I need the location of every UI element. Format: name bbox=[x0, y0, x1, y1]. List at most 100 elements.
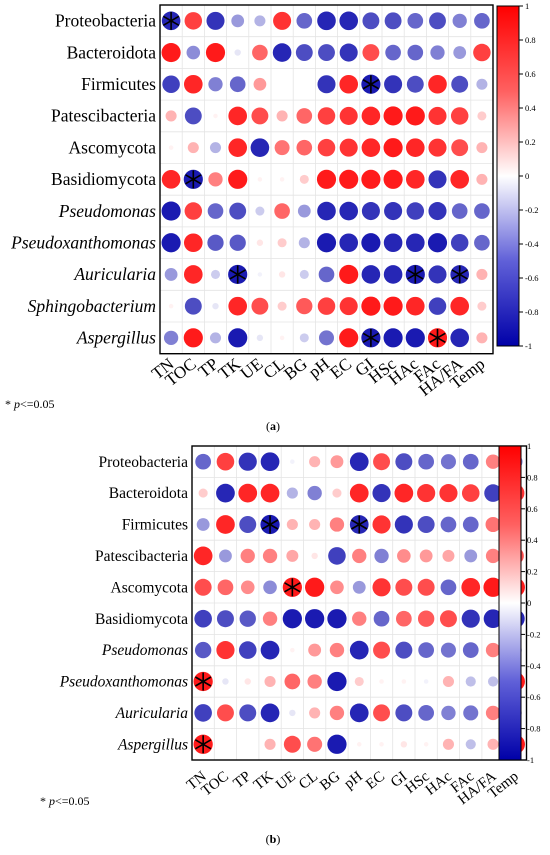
corr-circle bbox=[257, 177, 263, 182]
corr-circle bbox=[462, 453, 479, 470]
corr-circle bbox=[373, 641, 391, 659]
corr-circle bbox=[461, 484, 480, 502]
corr-circle bbox=[251, 107, 269, 125]
corr-circle bbox=[450, 234, 469, 252]
row-label: Basidiomycota bbox=[51, 169, 156, 189]
corr-circle bbox=[383, 106, 403, 126]
corr-circle bbox=[473, 43, 491, 62]
corr-circle bbox=[361, 202, 380, 221]
colorbar-tick-label: 0.6 bbox=[525, 69, 536, 79]
corr-circle bbox=[483, 609, 503, 629]
colorbar-tick-label: 0.2 bbox=[525, 137, 536, 147]
corr-circle bbox=[405, 138, 425, 157]
corr-circle bbox=[327, 734, 347, 754]
corr-circle bbox=[186, 45, 201, 60]
corr-circle bbox=[339, 106, 358, 125]
row-label: Ascomycota bbox=[69, 137, 157, 157]
corr-circle bbox=[423, 679, 429, 684]
corr-circle bbox=[465, 739, 476, 750]
corr-circle bbox=[332, 488, 342, 498]
row-label: Pseudomonas bbox=[101, 642, 188, 659]
corr-circle bbox=[162, 75, 180, 93]
column-label: EC bbox=[363, 769, 388, 793]
corr-circle bbox=[339, 138, 358, 157]
corr-circle bbox=[239, 704, 257, 722]
corr-circle bbox=[485, 705, 501, 721]
corr-circle bbox=[361, 233, 381, 253]
plot-border bbox=[159, 4, 494, 355]
corr-circle bbox=[484, 484, 502, 502]
corr-circle bbox=[238, 452, 257, 471]
grid-lines bbox=[191, 445, 527, 761]
corr-circle bbox=[428, 265, 447, 284]
corr-circle bbox=[216, 704, 234, 722]
corr-circle bbox=[317, 75, 336, 94]
colorbar-tick-label: -0.8 bbox=[525, 307, 538, 317]
corr-circle bbox=[474, 234, 490, 251]
corr-circle bbox=[229, 202, 247, 220]
corr-circle bbox=[400, 741, 408, 748]
corr-circle bbox=[216, 610, 234, 628]
colorbar-tick-label: 0 bbox=[525, 171, 529, 181]
corr-circle bbox=[208, 77, 223, 92]
corr-circle bbox=[361, 138, 381, 157]
corr-circle bbox=[394, 483, 414, 503]
corr-circle bbox=[255, 206, 265, 216]
corr-circle bbox=[240, 548, 255, 564]
corr-circle bbox=[462, 516, 479, 533]
corr-circle bbox=[277, 301, 287, 311]
corr-circle bbox=[373, 704, 391, 722]
panel-label: (b) bbox=[266, 832, 281, 846]
corr-circle bbox=[485, 454, 501, 469]
corr-circle bbox=[228, 328, 248, 348]
corr-circle bbox=[194, 609, 212, 628]
corr-circle bbox=[395, 453, 413, 471]
corr-circle bbox=[183, 265, 203, 284]
corr-circle bbox=[229, 234, 246, 251]
colorbar-tick-label: 0.4 bbox=[525, 103, 536, 113]
row-label: Ascomycota bbox=[111, 579, 189, 596]
row-label: Auricularia bbox=[115, 705, 189, 722]
corr-circle bbox=[428, 138, 447, 157]
corr-circle bbox=[209, 332, 222, 344]
corr-circle bbox=[290, 459, 295, 464]
corr-circle bbox=[238, 483, 258, 503]
significance-asterisk bbox=[451, 265, 468, 284]
corr-circle bbox=[253, 77, 267, 91]
corr-circle bbox=[349, 703, 369, 723]
corr-circle bbox=[395, 610, 412, 627]
corr-circle bbox=[250, 138, 270, 157]
corr-circle bbox=[474, 203, 490, 219]
corr-circle bbox=[487, 738, 499, 750]
corr-circle bbox=[451, 75, 469, 93]
corr-circle bbox=[184, 202, 203, 220]
corr-circle bbox=[168, 145, 174, 150]
corr-circle bbox=[216, 641, 235, 660]
corr-circle bbox=[397, 549, 411, 563]
corr-circle bbox=[309, 707, 321, 719]
corr-circle bbox=[168, 303, 174, 309]
colorbar-tick-label: 1 bbox=[527, 441, 531, 451]
corr-circle bbox=[296, 298, 313, 315]
row-label: Bacteroidota bbox=[67, 42, 157, 62]
corr-circle bbox=[383, 233, 403, 253]
corr-circle bbox=[349, 483, 369, 503]
corr-circle bbox=[184, 12, 203, 30]
corr-circle bbox=[428, 170, 447, 189]
corr-circle bbox=[161, 170, 181, 189]
corr-circle bbox=[330, 580, 344, 595]
corr-circle bbox=[352, 611, 367, 626]
corr-circle bbox=[210, 269, 221, 279]
corr-circle bbox=[407, 44, 424, 61]
corr-circle bbox=[450, 170, 470, 189]
colorbar: 1 0.8 0.6 0.4 0.2 0 -0.2 -0.4 -0.6 -0.8 -1 bbox=[498, 441, 541, 765]
corr-circle bbox=[279, 335, 285, 341]
corr-circle bbox=[465, 676, 476, 687]
corr-circle bbox=[276, 110, 288, 122]
colorbar-tick-label: 0.8 bbox=[525, 35, 536, 45]
corr-circle bbox=[419, 549, 433, 563]
corr-circle bbox=[362, 12, 380, 30]
corr-circle bbox=[205, 42, 226, 63]
row-label: Pseudoxanthomonas bbox=[10, 233, 156, 253]
corr-circle bbox=[262, 611, 278, 626]
